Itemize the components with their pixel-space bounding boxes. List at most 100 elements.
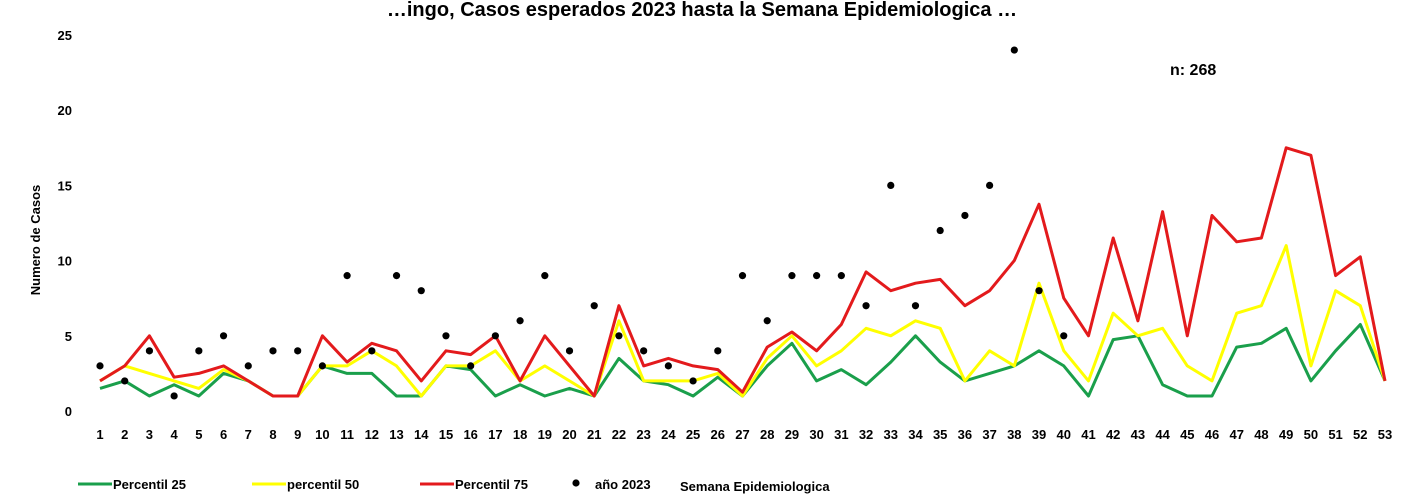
x-tick-label: 35 — [933, 427, 947, 442]
x-tick-label: 7 — [245, 427, 252, 442]
x-tick-label: 34 — [908, 427, 923, 442]
x-tick-label: 42 — [1106, 427, 1120, 442]
data-point-ano-2023 — [195, 347, 203, 355]
x-tick-label: 26 — [711, 427, 725, 442]
x-tick-label: 3 — [146, 427, 153, 442]
y-axis-ticks: 0 5 10 15 20 25 — [58, 28, 72, 419]
data-point-ano-2023 — [269, 347, 277, 355]
x-tick-label: 41 — [1081, 427, 1095, 442]
x-tick-label: 20 — [562, 427, 576, 442]
x-tick-label: 23 — [636, 427, 650, 442]
x-tick-label: 31 — [834, 427, 848, 442]
data-point-ano-2023 — [96, 362, 104, 370]
data-point-ano-2023 — [936, 226, 944, 235]
data-point-ano-2023 — [368, 347, 376, 355]
chart-title: …ingo, Casos esperados 2023 hasta la Sem… — [387, 0, 1017, 21]
x-tick-label: 29 — [785, 427, 799, 442]
data-point-ano-2023 — [318, 362, 327, 370]
legend: Percentil 25 percentil 50 Percentil 75 año … — [78, 477, 651, 492]
data-point-ano-2023 — [491, 332, 499, 340]
data-point-ano-2023 — [689, 377, 697, 385]
series-layer — [96, 46, 1387, 400]
x-tick-label: 39 — [1032, 427, 1046, 442]
x-tick-label: 9 — [294, 427, 301, 442]
x-tick-label: 5 — [195, 427, 202, 442]
x-tick-label: 38 — [1007, 427, 1021, 442]
x-tick-label: 14 — [414, 427, 429, 442]
series-line-percentil-50 — [99, 244, 1387, 398]
x-tick-label: 27 — [735, 427, 749, 442]
x-tick-label: 15 — [439, 427, 453, 442]
y-tick-label: 25 — [58, 28, 72, 43]
series-line-percentil-25 — [99, 323, 1387, 398]
data-point-ano-2023 — [219, 332, 228, 340]
x-tick-label: 47 — [1229, 427, 1243, 442]
x-tick-label: 48 — [1254, 427, 1268, 442]
x-tick-label: 30 — [809, 427, 823, 442]
data-point-ano-2023 — [1060, 332, 1068, 340]
x-tick-label: 21 — [587, 427, 601, 442]
data-point-ano-2023 — [121, 377, 129, 385]
data-point-ano-2023 — [392, 272, 401, 280]
y-tick-label: 15 — [58, 178, 72, 193]
x-tick-label: 45 — [1180, 427, 1194, 442]
data-point-ano-2023 — [911, 302, 920, 310]
x-tick-label: 53 — [1378, 427, 1392, 442]
sample-size-annotation: n: 268 — [1170, 62, 1216, 79]
data-point-ano-2023 — [244, 362, 252, 370]
data-point-ano-2023 — [763, 317, 771, 325]
x-tick-label: 49 — [1279, 427, 1293, 442]
legend-label: año 2023 — [595, 477, 651, 492]
x-tick-label: 6 — [220, 427, 227, 442]
data-point-ano-2023 — [788, 272, 796, 280]
data-point-ano-2023 — [837, 272, 845, 280]
data-point-ano-2023 — [813, 272, 821, 280]
x-tick-label: 33 — [884, 427, 898, 442]
x-tick-label: 32 — [859, 427, 873, 442]
x-tick-label: 40 — [1057, 427, 1071, 442]
data-point-ano-2023 — [467, 362, 475, 370]
data-point-ano-2023 — [170, 392, 178, 400]
x-tick-label: 11 — [340, 427, 354, 442]
data-point-ano-2023 — [862, 302, 870, 310]
x-tick-label: 44 — [1155, 427, 1170, 442]
legend-label: Percentil 25 — [113, 477, 186, 492]
x-tick-label: 46 — [1205, 427, 1219, 442]
x-tick-label: 1 — [96, 427, 103, 442]
x-tick-label: 51 — [1328, 427, 1342, 442]
x-tick-label: 22 — [612, 427, 626, 442]
x-tick-label: 36 — [958, 427, 972, 442]
y-tick-label: 10 — [58, 254, 72, 269]
x-tick-label: 16 — [463, 427, 477, 442]
y-tick-label: 5 — [65, 329, 72, 344]
x-tick-label: 19 — [538, 427, 552, 442]
x-tick-label: 28 — [760, 427, 774, 442]
y-tick-label: 20 — [58, 103, 72, 118]
series-line-percentil-75 — [99, 146, 1387, 398]
x-tick-label: 12 — [365, 427, 379, 442]
data-point-ano-2023 — [664, 362, 672, 370]
data-point-ano-2023 — [565, 347, 574, 355]
x-tick-label: 17 — [488, 427, 502, 442]
data-point-ano-2023 — [541, 272, 549, 280]
data-point-ano-2023 — [590, 302, 598, 310]
x-tick-label: 8 — [269, 427, 276, 442]
x-tick-label: 50 — [1304, 427, 1318, 442]
data-point-ano-2023 — [738, 272, 747, 280]
data-point-ano-2023 — [343, 272, 351, 280]
x-tick-label: 13 — [389, 427, 403, 442]
data-point-ano-2023 — [961, 211, 969, 220]
y-axis-title: Numero de Casos — [28, 185, 43, 296]
x-tick-label: 18 — [513, 427, 527, 442]
x-tick-label: 43 — [1131, 427, 1145, 442]
data-point-ano-2023 — [1010, 46, 1018, 54]
data-point-ano-2023 — [615, 332, 623, 340]
y-tick-label: 0 — [65, 404, 72, 419]
x-tick-label: 10 — [315, 427, 329, 442]
legend-label: Percentil 75 — [455, 477, 528, 492]
x-tick-label: 25 — [686, 427, 700, 442]
data-point-ano-2023 — [442, 332, 450, 340]
x-axis-title: Semana Epidemiologica — [680, 479, 830, 494]
x-axis-ticks: 1 2 3 4 5 6 7 8 9 10 11 12 13 14 15 16 17 18 19 20 21 22 23 24 2… — [96, 427, 1392, 442]
